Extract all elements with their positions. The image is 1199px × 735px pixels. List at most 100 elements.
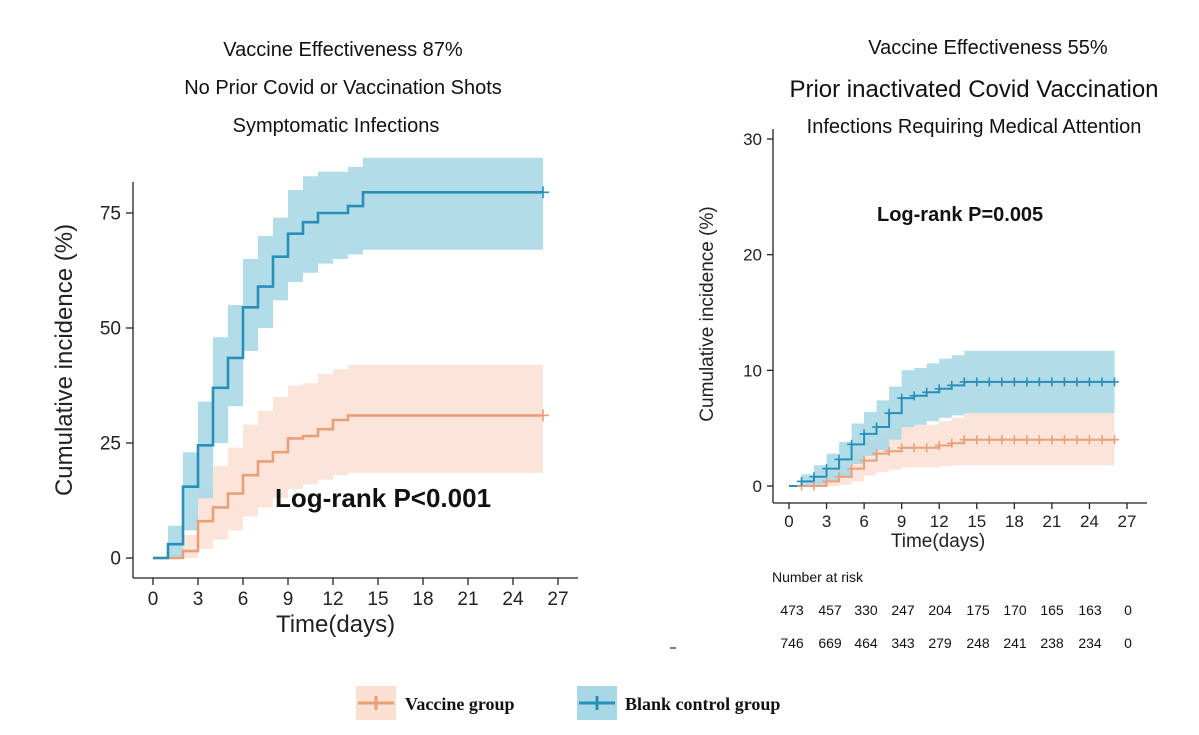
right-censor-mark-control [1109, 377, 1119, 387]
left-step-lines [153, 191, 543, 560]
left-chart: 0 3 6 9 12 15 18 21 24 27 0 25 50 75 Time(days) Cumu… [51, 157, 578, 638]
right-censor-mark-vaccine [997, 435, 1007, 445]
right-censor-mark-vaccine [809, 481, 819, 491]
left-censor-mark-vaccine [537, 409, 549, 422]
left-x-tick-label: 6 [238, 589, 249, 610]
left-vaccine-ci-band [153, 364, 543, 558]
risk-table-cell: 170 [1003, 602, 1027, 618]
right-x-tick-label: 0 [784, 512, 793, 531]
right-censor-mark-control [909, 391, 919, 401]
legend-label-control: Blank control group [625, 694, 780, 714]
risk-table-cell: 473 [780, 602, 804, 618]
right-x-tick-label: 24 [1080, 512, 1099, 531]
left-censor-mark-control [537, 186, 549, 199]
right-censor-mark-vaccine [1059, 435, 1069, 445]
right-censor-mark-vaccine [922, 443, 932, 453]
left-title-line-3: Symptomatic Infections [233, 115, 440, 137]
right-censor-mark-control [959, 377, 969, 387]
right-censor-mark-control [834, 454, 844, 464]
risk-table-cell: 746 [780, 635, 804, 651]
legend-item-vaccine: Vaccine group [356, 686, 515, 720]
left-x-tick-label: 24 [502, 589, 524, 610]
left-y-tick-label: 25 [100, 434, 121, 455]
risk-table-cell: 165 [1040, 602, 1064, 618]
risk-table-cell: 343 [891, 635, 915, 651]
right-axes [772, 129, 1147, 504]
right-x-tick-label: 15 [967, 512, 986, 531]
right-censor-mark-control [922, 387, 932, 397]
right-title-line-2: Prior inactivated Covid Vaccination [789, 76, 1158, 103]
right-censor-mark-vaccine [934, 441, 944, 451]
right-censor-mark-control [997, 377, 1007, 387]
risk-table-cell: 241 [1003, 635, 1027, 651]
right-censor-mark-vaccine [1009, 435, 1019, 445]
right-y-tick-label: 20 [743, 246, 762, 265]
left-axes [132, 182, 578, 579]
left-title-line-2: No Prior Covid or Vaccination Shots [184, 77, 502, 99]
risk-table-cell: 457 [818, 602, 842, 618]
risk-table-cell: 248 [966, 635, 990, 651]
right-y-axis-label: Cumulative incidence (%) [697, 206, 718, 421]
right-x-tick-label: 27 [1118, 512, 1137, 531]
right-censor-mark-control [809, 472, 819, 482]
risk-table-cell: 279 [928, 635, 952, 651]
right-censor-mark-control [1047, 377, 1057, 387]
right-censor-mark-control [947, 380, 957, 390]
left-x-ticks: 0 3 6 9 12 15 18 21 24 27 [148, 578, 569, 610]
right-censor-mark-control [972, 377, 982, 387]
risk-table-cell: 234 [1078, 635, 1102, 651]
left-y-tick-label: 75 [100, 204, 121, 225]
right-x-tick-label: 12 [930, 512, 949, 531]
right-x-tick-label: 6 [859, 512, 868, 531]
left-x-tick-label: 15 [367, 589, 388, 610]
right-censor-mark-vaccine [822, 476, 832, 486]
left-x-tick-label: 9 [283, 589, 294, 610]
right-censor-mark-vaccine [1072, 435, 1082, 445]
right-censor-mark-control [1022, 377, 1032, 387]
left-x-axis-label: Time(days) [276, 611, 395, 638]
right-chart: 0 3 6 9 12 15 18 21 24 27 0 10 20 30 Time(days) Cumu… [697, 129, 1147, 552]
legend: Vaccine group Blank control group [356, 686, 780, 720]
right-vaccine-ci-band [789, 413, 1115, 486]
risk-table-cell: 163 [1078, 602, 1102, 618]
risk-table-heading: Number at risk [772, 569, 864, 585]
right-censor-mark-vaccine [1109, 435, 1119, 445]
right-censor-marks [797, 377, 1119, 491]
right-censor-mark-vaccine [909, 443, 919, 453]
right-censor-mark-control [1097, 377, 1107, 387]
risk-table-cell: 247 [891, 602, 915, 618]
right-censor-mark-vaccine [1084, 435, 1094, 445]
right-x-ticks: 0 3 6 9 12 15 18 21 24 27 [784, 503, 1136, 531]
risk-table-cell: 669 [818, 635, 842, 651]
right-x-axis-label: Time(days) [891, 531, 985, 552]
left-x-tick-label: 3 [193, 589, 204, 610]
risk-table-cell: 0 [1124, 602, 1132, 618]
right-censor-mark-control [859, 429, 869, 439]
right-x-tick-label: 9 [897, 512, 906, 531]
left-y-axis-label: Cumulative incidence (%) [51, 224, 78, 496]
right-control-ci-band [789, 350, 1115, 486]
risk-table-cell: 330 [854, 602, 878, 618]
right-censor-mark-vaccine [847, 464, 857, 474]
right-censor-mark-vaccine [1097, 435, 1107, 445]
right-censor-mark-control [1084, 377, 1094, 387]
right-censor-mark-control [1034, 377, 1044, 387]
left-x-tick-label: 0 [148, 589, 159, 610]
left-x-tick-label: 21 [457, 589, 478, 610]
left-censor-marks [537, 186, 549, 422]
left-logrank-annotation: Log-rank P<0.001 [275, 483, 491, 513]
right-censor-mark-control [1072, 377, 1082, 387]
right-censor-mark-control [897, 393, 907, 403]
left-y-tick-label: 50 [100, 319, 121, 340]
right-ci-bands [789, 350, 1115, 486]
legend-item-control: Blank control group [577, 686, 780, 720]
risk-table-cell: 204 [928, 602, 952, 618]
right-censor-mark-control [1009, 377, 1019, 387]
right-y-tick-label: 0 [753, 477, 762, 496]
right-censor-mark-control [1059, 377, 1069, 387]
right-x-tick-label: 3 [822, 512, 831, 531]
left-x-tick-label: 12 [322, 589, 343, 610]
right-censor-mark-vaccine [859, 456, 869, 466]
